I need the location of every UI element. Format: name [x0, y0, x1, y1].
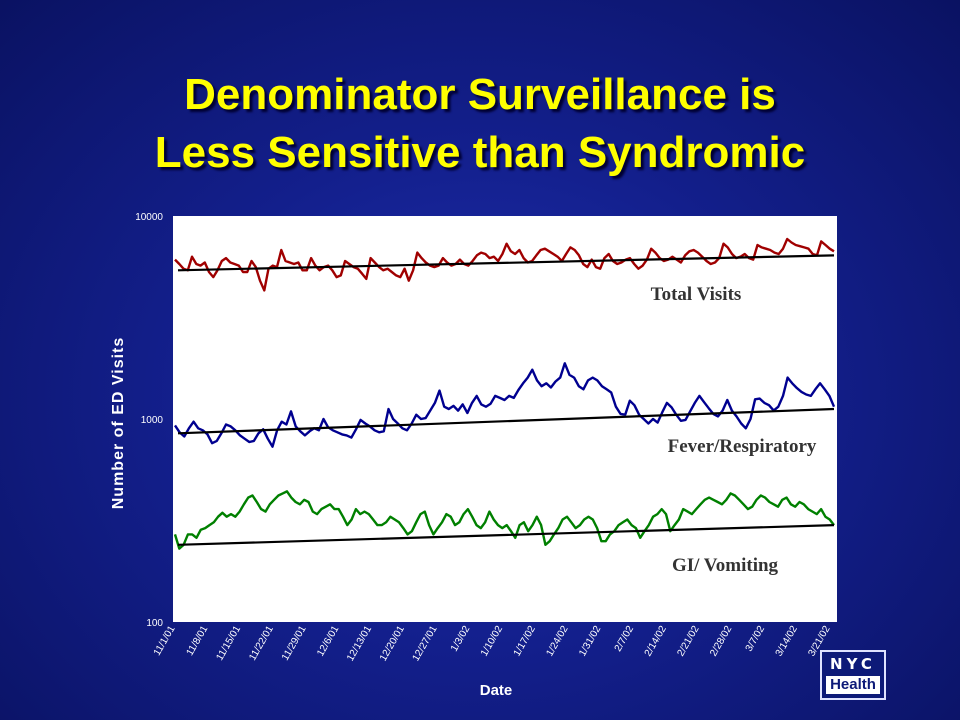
x-tick-label: 3/14/02: [774, 624, 800, 659]
x-tick-label: 3/7/02: [744, 624, 768, 654]
x-tick-label: 2/14/02: [643, 624, 669, 659]
series-line-fever-respiratory: [174, 362, 836, 448]
x-tick-label: 11/15/01: [214, 624, 243, 663]
x-tick-label: 1/31/02: [577, 624, 603, 659]
x-tick-label: 12/13/01: [345, 624, 374, 664]
x-tick-label: 2/28/02: [708, 624, 734, 659]
x-tick-label: 1/3/02: [449, 624, 473, 654]
x-axis-label: Date: [480, 682, 513, 699]
y-tick-label: 1000: [141, 415, 164, 426]
trend-line-total-visits: [177, 254, 835, 272]
nyc-health-logo: NYC Health: [820, 650, 886, 700]
x-tick-label: 1/24/02: [544, 624, 570, 659]
x-axis-ticks: 11/1/01 11/8/01 11/15/01 11/22/01 11/29/01 12…: [152, 624, 833, 664]
series-label-gi-vomiting: GI/ Vomiting: [672, 555, 779, 576]
series-label-total-visits: Total Visits: [651, 284, 742, 305]
series-label-fever-respiratory: Fever/Respiratory: [668, 436, 817, 457]
slide-title-line-2: Less Sensitive than Syndromic: [154, 128, 806, 177]
series-layer: [173, 237, 836, 550]
series-line-gi-vomiting: [173, 490, 835, 550]
x-tick-label: 11/29/01: [280, 624, 309, 663]
x-tick-label: 1/17/02: [512, 624, 538, 659]
series-line-total-visits: [174, 237, 835, 292]
x-tick-label: 1/10/02: [479, 624, 505, 659]
slide-title: Denominator Surveillance is Less Sensiti…: [0, 66, 960, 182]
x-tick-label: 12/6/01: [315, 624, 341, 659]
series-labels: Total Visits Fever/Respiratory GI/ Vomitin…: [651, 284, 817, 576]
y-tick-label: 100: [146, 618, 163, 629]
x-tick-label: 12/27/01: [411, 624, 440, 664]
trend-line-gi-vomiting: [177, 524, 835, 546]
plot-area: [173, 216, 837, 622]
x-tick-label: 2/21/02: [675, 624, 701, 659]
x-tick-label: 12/20/01: [378, 624, 407, 664]
x-tick-label: 11/22/01: [247, 624, 276, 663]
slide-title-line-1: Denominator Surveillance is: [184, 70, 776, 119]
trend-line-fever-respiratory: [177, 407, 835, 435]
logo-bottom-text: Health: [826, 676, 880, 694]
logo-top-text: NYC: [830, 655, 876, 673]
x-tick-label: 2/7/02: [613, 624, 637, 654]
x-tick-label: 11/8/01: [185, 624, 211, 658]
y-axis-ticks: 100 1000 10000: [135, 212, 163, 629]
y-axis-label: Number of ED Visits: [110, 337, 127, 510]
y-tick-label: 10000: [135, 212, 163, 223]
